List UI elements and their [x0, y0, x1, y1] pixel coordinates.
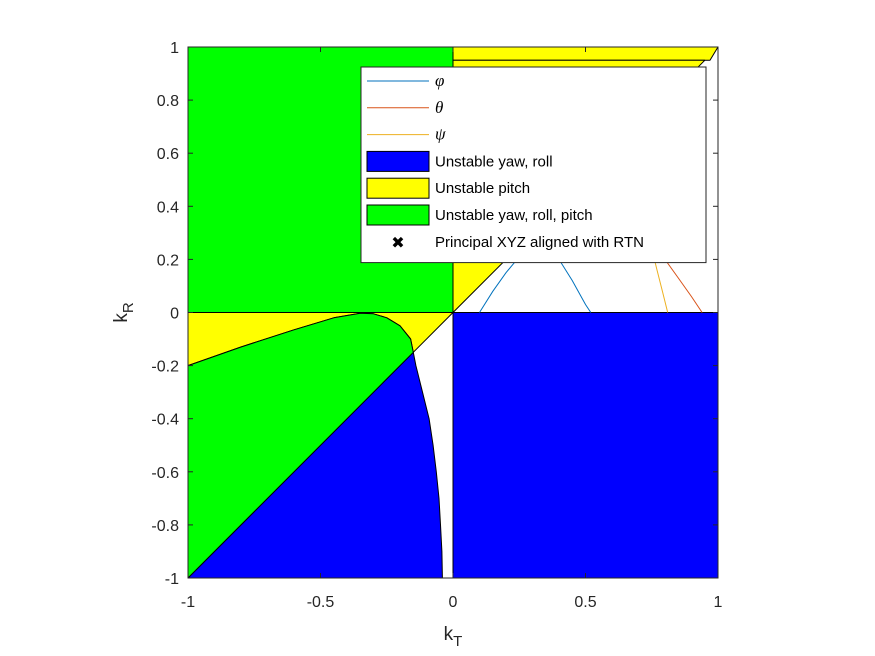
- y-tick-label: 0: [170, 306, 179, 323]
- legend-unstable-pitch-label: Unstable pitch: [435, 180, 530, 197]
- y-tick-label: 0.2: [157, 252, 179, 269]
- y-tick-label: -0.6: [151, 465, 179, 482]
- x-tick-label: -0.5: [307, 594, 335, 611]
- legend-unstable-yaw-roll-label: Unstable yaw, roll: [435, 153, 553, 170]
- y-tick-label: -0.2: [151, 359, 179, 376]
- y-tick-label: 0.6: [157, 146, 179, 163]
- legend-unstable-pitch-swatch: [366, 177, 430, 199]
- legend-unstable-yaw-roll-pitch-label: Unstable yaw, roll, pitch: [435, 207, 593, 224]
- legend-unstable-yaw-roll-swatch: [366, 150, 430, 172]
- legend-unstable-yaw-roll-pitch-swatch: [366, 204, 430, 226]
- legend: φθψ Unstable yaw, roll Unstable pitch Unsta…: [360, 66, 707, 264]
- legend-principal-xyz-aligned-with-rtn-label: Principal XYZ aligned with RTN: [435, 234, 644, 251]
- axes: -1 -0.5 0 0.5 1 1 0.8 0.6 0.4 0.2 0 -0.2 -0.4 -0.6 -0.…: [111, 40, 723, 650]
- y-tick-label: 0.4: [157, 199, 179, 216]
- x-tick-label: -1: [181, 594, 195, 611]
- legend-psi-label: ψ: [435, 125, 446, 144]
- y-tick-label: -0.8: [151, 518, 179, 535]
- x-tick-label: 1: [714, 594, 723, 611]
- y-tick-label: 0.8: [157, 93, 179, 110]
- region-unstable-yaw-roll-pitch-1: [187, 312, 414, 579]
- y-tick-label: -0.4: [151, 412, 179, 429]
- legend-theta-label: θ: [435, 98, 443, 117]
- legend-principal-xyz-aligned-with-rtn-marker-icon: ✖: [391, 233, 404, 252]
- region-unstable-yaw-roll-0: [452, 312, 719, 579]
- y-tick-label: 1: [170, 40, 179, 57]
- legend-phi-label: φ: [435, 71, 444, 90]
- x-tick-label: 0.5: [574, 594, 596, 611]
- region-unstable-yaw-roll-1: [187, 351, 443, 579]
- x-tick-label: 0: [449, 594, 458, 611]
- y-tick-label: -1: [165, 571, 179, 588]
